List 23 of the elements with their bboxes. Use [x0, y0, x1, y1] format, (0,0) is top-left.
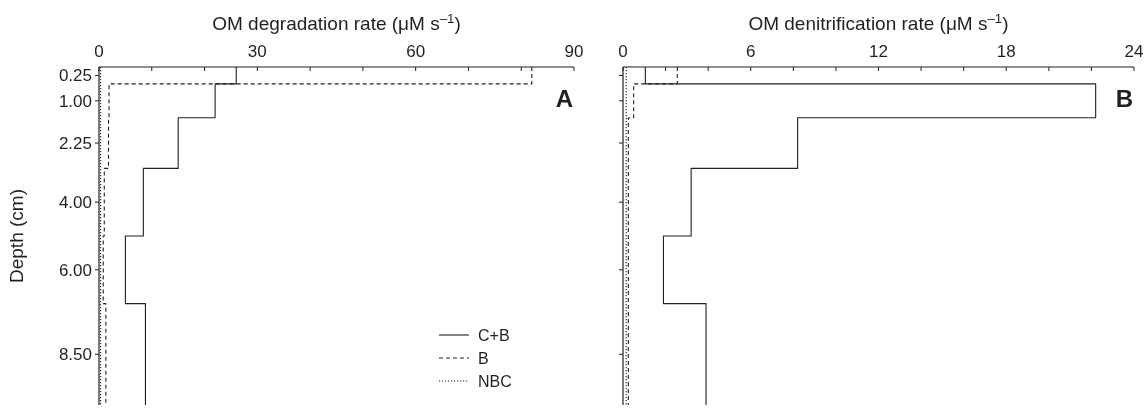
x-tick-label: 6	[746, 42, 756, 61]
y-tick-label: 8.50	[58, 345, 92, 365]
y-tick-label: 4.00	[58, 193, 92, 213]
legend-label: NBC	[478, 372, 512, 390]
x-tick-label: 30	[247, 42, 267, 61]
x-axis-title: OM denitrification rate (μM s$^{–1}$)	[748, 10, 1009, 34]
x-tick-label: 18	[996, 42, 1016, 61]
legend-label: C+B	[478, 326, 510, 344]
y-tick-label: 0.25	[58, 66, 92, 86]
x-tick-label: 24	[1124, 42, 1144, 61]
annotation: B	[1115, 85, 1133, 112]
annotation: A	[555, 85, 573, 112]
y-tick-label: 2.25	[58, 134, 92, 153]
y-tick-label: 6.00	[58, 260, 92, 280]
x-tick-label: 0	[94, 42, 104, 61]
x-axis-title: OM degradation rate (μM s$^{–1}$)	[212, 10, 461, 34]
x-tick-label: 12	[869, 42, 888, 61]
x-tick-label: 60	[406, 42, 426, 61]
y-axis-title: Depth (cm)	[6, 189, 27, 283]
x-tick-label: 0	[618, 42, 628, 61]
y-tick-label: 1.00	[58, 91, 92, 111]
x-tick-label: 90	[564, 42, 584, 61]
legend-label: B	[478, 349, 489, 367]
